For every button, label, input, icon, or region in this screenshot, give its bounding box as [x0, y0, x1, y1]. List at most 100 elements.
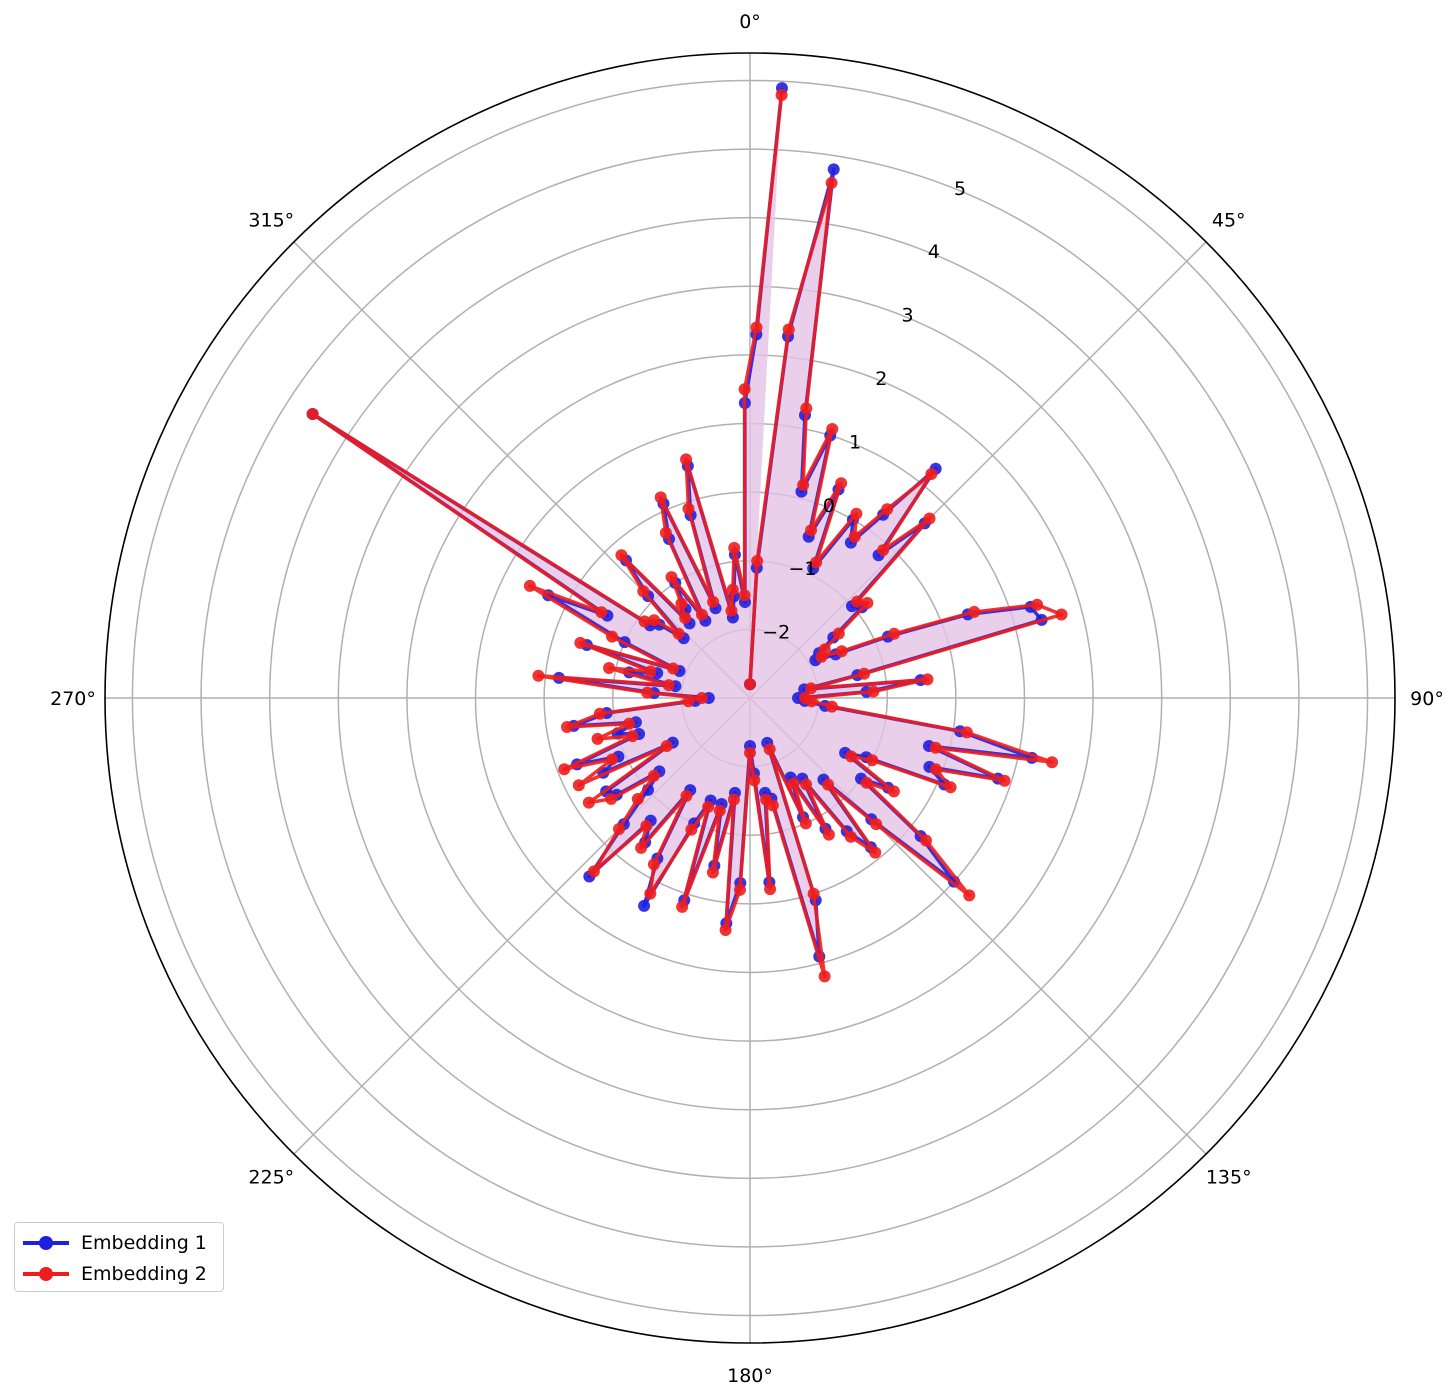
radial-tick-label: 3: [902, 305, 914, 327]
radial-tick-label: 0: [823, 495, 835, 517]
data-point: [832, 627, 845, 640]
data-point: [675, 597, 688, 610]
data-point: [727, 793, 740, 806]
data-point: [763, 743, 776, 756]
data-point: [640, 819, 653, 832]
data-point: [800, 778, 813, 791]
data-point: [827, 163, 840, 176]
data-point: [558, 763, 571, 776]
data-point: [925, 468, 938, 481]
angle-tick-label: 90°: [1410, 688, 1444, 710]
data-point: [804, 682, 817, 695]
data-point: [751, 554, 764, 567]
data-point: [877, 544, 890, 557]
angle-tick-label: 180°: [727, 1365, 773, 1387]
radial-tick-label: 1: [849, 431, 861, 453]
data-point: [870, 818, 883, 831]
legend: Embedding 1 Embedding 2: [14, 1222, 224, 1292]
data-point: [844, 830, 857, 843]
data-point: [659, 526, 672, 539]
data-point: [706, 866, 719, 879]
data-point: [648, 614, 661, 627]
data-point: [963, 889, 976, 902]
data-point: [726, 583, 739, 596]
legend-swatch-embedding-2: [23, 1264, 69, 1284]
legend-item-embedding-1: Embedding 1: [23, 1227, 215, 1258]
data-point: [887, 785, 900, 798]
data-point: [707, 595, 720, 608]
legend-swatch-embedding-1: [23, 1233, 69, 1253]
data-point: [805, 524, 818, 537]
data-point: [641, 686, 654, 699]
data-point: [682, 695, 695, 708]
data-point: [626, 730, 639, 743]
data-point: [810, 556, 823, 569]
radial-tick-label: 2: [875, 368, 887, 390]
angle-tick-label: 270°: [50, 688, 96, 710]
data-point: [631, 793, 644, 806]
data-point: [738, 383, 751, 396]
data-point: [848, 530, 861, 543]
data-point: [867, 685, 880, 698]
data-point: [603, 662, 616, 675]
data-point: [807, 887, 820, 900]
legend-label-embedding-2: Embedding 2: [81, 1262, 207, 1285]
series-line-embedding-2: [310, 94, 1064, 979]
data-point: [822, 778, 835, 791]
data-point: [725, 604, 738, 617]
data-point: [713, 804, 726, 817]
data-point: [919, 834, 932, 847]
data-point: [923, 512, 936, 525]
data-point: [738, 589, 751, 602]
data-point: [532, 669, 545, 682]
data-point: [851, 595, 864, 608]
radial-tick-label: −1: [789, 558, 817, 580]
data-point: [728, 541, 741, 554]
data-point: [680, 453, 693, 466]
data-point: [929, 741, 942, 754]
data-point: [860, 776, 873, 789]
data-point: [764, 883, 777, 896]
data-point: [523, 579, 536, 592]
data-point: [822, 828, 835, 841]
data-point: [799, 817, 812, 830]
data-point: [612, 823, 625, 836]
data-point: [835, 477, 848, 490]
data-point: [929, 763, 942, 776]
data-point: [750, 321, 763, 334]
legend-item-embedding-2: Embedding 2: [23, 1258, 215, 1289]
radial-tick-label: 4: [928, 241, 940, 263]
data-point: [866, 754, 879, 767]
data-point: [306, 407, 319, 420]
data-point: [733, 883, 746, 896]
data-point: [667, 662, 680, 675]
data-point: [648, 769, 661, 782]
data-point: [595, 606, 608, 619]
data-point: [888, 627, 901, 640]
data-point: [647, 858, 660, 871]
data-point: [593, 707, 606, 720]
data-point: [797, 478, 810, 491]
data-point: [606, 753, 619, 766]
data-point: [815, 650, 828, 663]
data-point: [685, 823, 698, 836]
data-point: [825, 176, 838, 189]
data-point: [662, 679, 675, 692]
data-point: [672, 627, 685, 640]
data-point: [850, 507, 863, 520]
data-point: [615, 549, 628, 562]
data-point: [782, 323, 795, 336]
data-point: [638, 615, 651, 628]
data-point: [635, 841, 648, 854]
angle-tick-label: 315°: [248, 209, 294, 231]
radial-tick-label: −2: [762, 622, 790, 644]
data-point: [825, 700, 838, 713]
data-point: [623, 717, 636, 730]
data-point: [1055, 608, 1068, 621]
data-point: [679, 612, 692, 625]
data-point: [582, 796, 595, 809]
data-point: [805, 695, 818, 708]
data-point: [644, 887, 657, 900]
data-point: [800, 402, 813, 415]
